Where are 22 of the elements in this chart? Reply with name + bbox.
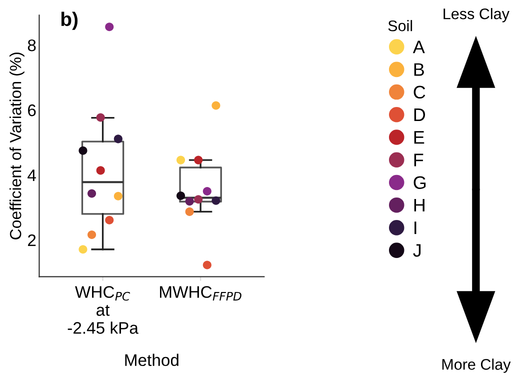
- legend-label: H: [414, 198, 424, 212]
- legend-label: A: [412, 40, 425, 54]
- annotation: b): [61, 12, 78, 30]
- legend-label: E: [414, 131, 424, 144]
- y-tick-label: 2: [28, 234, 36, 246]
- text: More Clay: [442, 358, 511, 373]
- x-axis-title: Method: [125, 354, 178, 366]
- y-axis-title: Coefficient of Variation (%): [10, 52, 24, 240]
- x-tick-label: MWHC$_{FFPD}$: [160, 286, 242, 300]
- legend-label: I: [414, 222, 416, 234]
- text: Less Clay: [444, 8, 510, 22]
- y-tick-label: 4: [28, 170, 36, 182]
- legend-label: G: [414, 176, 426, 189]
- x-tick-label: WHC$_{PC}$ at -2.45 kPa: [68, 286, 138, 334]
- legend-title: Soil: [388, 20, 412, 32]
- legend-label: F: [414, 154, 424, 166]
- legend-label: C: [414, 86, 426, 99]
- y-tick-label: 8: [28, 39, 36, 52]
- legend-label: J: [413, 244, 421, 257]
- legend-label: D: [414, 108, 426, 121]
- y-tick-label: 6: [28, 104, 36, 116]
- legend-label: B: [414, 63, 424, 76]
